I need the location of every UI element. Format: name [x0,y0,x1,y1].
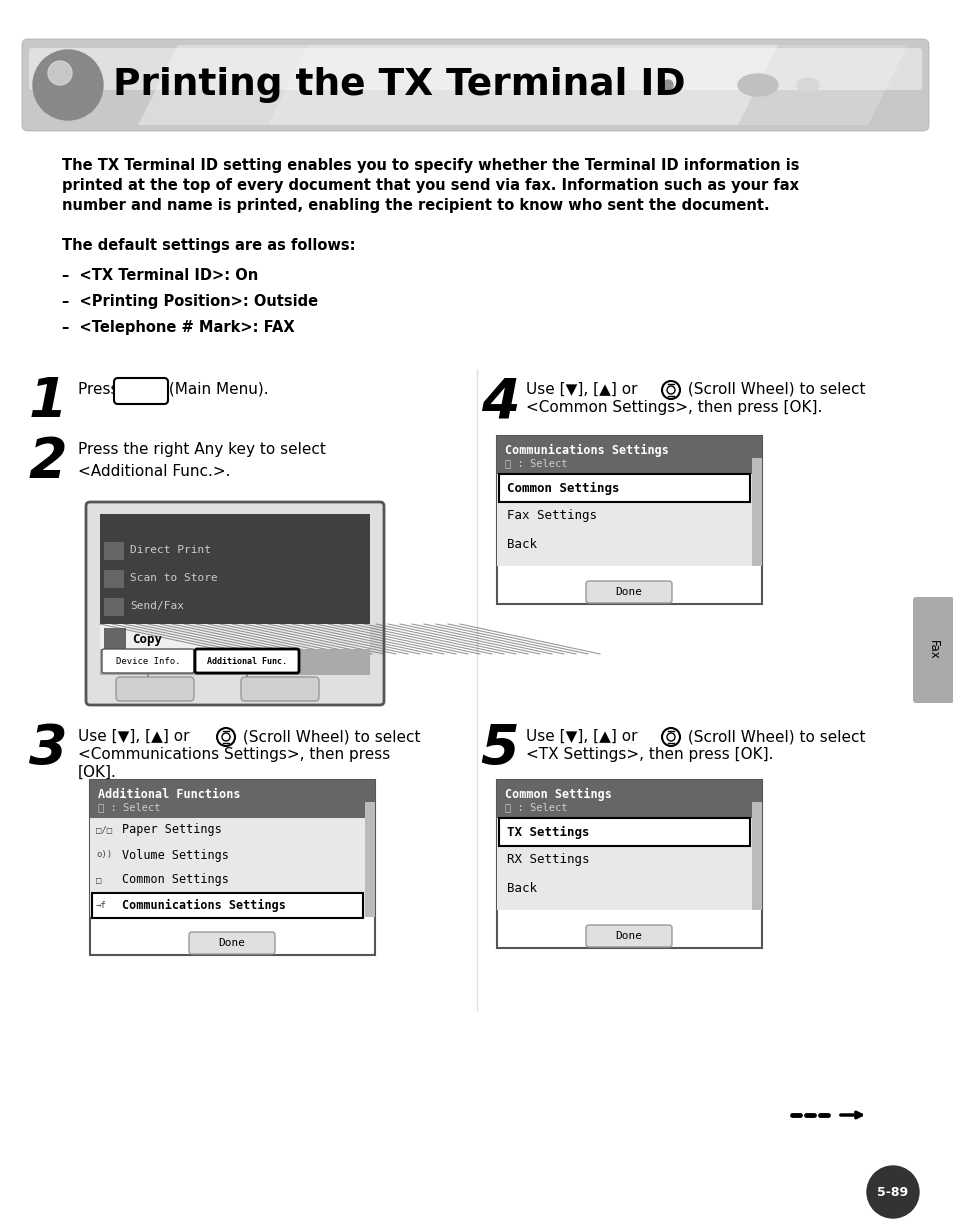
FancyBboxPatch shape [365,802,375,917]
Text: Direct Print: Direct Print [130,545,211,555]
Text: Additional Functions: Additional Functions [98,788,240,801]
FancyBboxPatch shape [116,677,193,701]
FancyBboxPatch shape [90,802,375,917]
Circle shape [33,50,103,120]
Text: 4: 4 [480,375,518,429]
FancyBboxPatch shape [751,802,761,910]
Text: (Main Menu).: (Main Menu). [164,382,269,398]
Text: printed at the top of every document that you send via fax. Information such as : printed at the top of every document tha… [62,178,799,193]
FancyBboxPatch shape [100,649,370,675]
Ellipse shape [738,74,778,96]
FancyBboxPatch shape [104,542,124,560]
Text: <Communications Settings>, then press: <Communications Settings>, then press [78,747,390,762]
FancyBboxPatch shape [91,893,363,918]
Text: 2: 2 [29,436,68,490]
Text: TX Settings: TX Settings [506,826,589,838]
Text: –  <Printing Position>: Outside: – <Printing Position>: Outside [62,294,317,309]
FancyBboxPatch shape [585,925,671,947]
FancyBboxPatch shape [585,582,671,602]
Text: Use [▼], [▲] or: Use [▼], [▲] or [78,729,194,744]
Text: Communications Settings: Communications Settings [504,444,668,458]
FancyBboxPatch shape [497,436,761,474]
Text: Press the right Any key to select
<Additional Func.>.: Press the right Any key to select <Addit… [78,442,326,480]
Text: 5-89: 5-89 [877,1185,907,1199]
Text: Additional Func.: Additional Func. [207,656,287,665]
Text: –  <Telephone # Mark>: FAX: – <Telephone # Mark>: FAX [62,320,294,335]
FancyBboxPatch shape [912,598,953,703]
Polygon shape [268,45,907,125]
FancyBboxPatch shape [90,780,375,818]
Text: Paper Settings: Paper Settings [122,823,221,837]
FancyBboxPatch shape [90,780,375,955]
Text: <Common Settings>, then press [OK].: <Common Settings>, then press [OK]. [525,400,821,415]
FancyBboxPatch shape [497,436,761,604]
Text: Copy: Copy [132,632,162,645]
Text: number and name is printed, enabling the recipient to know who sent the document: number and name is printed, enabling the… [62,198,769,213]
Text: Send/Fax: Send/Fax [130,601,184,611]
Text: Press: Press [78,382,123,398]
Text: Use [▼], [▲] or: Use [▼], [▲] or [525,382,641,398]
FancyBboxPatch shape [86,502,384,706]
FancyBboxPatch shape [497,458,761,566]
Text: Done: Done [615,931,641,941]
Circle shape [866,1166,918,1218]
Text: (Scroll Wheel) to select: (Scroll Wheel) to select [237,729,420,744]
Text: Done: Done [218,937,245,948]
Text: RX Settings: RX Settings [506,854,589,866]
Ellipse shape [796,79,818,92]
Text: Scan to Store: Scan to Store [130,573,217,583]
Text: □: □ [96,876,101,885]
FancyBboxPatch shape [497,780,761,948]
FancyBboxPatch shape [751,458,761,566]
Text: Common Settings: Common Settings [122,874,229,886]
FancyBboxPatch shape [241,677,318,701]
Text: Printing the TX Terminal ID: Printing the TX Terminal ID [112,67,685,103]
Text: (Scroll Wheel) to select: (Scroll Wheel) to select [682,729,864,744]
FancyBboxPatch shape [104,598,124,616]
FancyBboxPatch shape [100,625,370,654]
Text: Done: Done [615,587,641,598]
Circle shape [662,80,672,90]
Text: Common Settings: Common Settings [504,788,611,801]
Polygon shape [138,45,778,125]
FancyBboxPatch shape [22,39,928,131]
FancyBboxPatch shape [194,649,298,672]
Text: Communications Settings: Communications Settings [122,898,286,912]
Text: 3: 3 [29,721,68,775]
Text: [OK].: [OK]. [78,764,117,780]
Text: Device Info.: Device Info. [115,656,180,665]
Text: ⒪ : Select: ⒪ : Select [98,802,160,812]
Text: Common Settings: Common Settings [506,481,618,494]
FancyBboxPatch shape [189,933,274,955]
Text: Use [▼], [▲] or: Use [▼], [▲] or [525,729,641,744]
FancyBboxPatch shape [29,48,921,90]
Text: Fax Settings: Fax Settings [506,509,597,523]
Text: 1: 1 [29,375,68,429]
Text: 5: 5 [480,721,518,775]
Circle shape [48,61,71,85]
FancyBboxPatch shape [497,780,761,818]
FancyBboxPatch shape [104,571,124,588]
Text: Fax: Fax [925,640,939,660]
Text: o)): o)) [96,850,112,859]
Text: Volume Settings: Volume Settings [122,849,229,861]
FancyBboxPatch shape [104,628,126,650]
Text: →f: →f [96,901,107,909]
FancyBboxPatch shape [498,818,749,845]
Text: ⒪ : Select: ⒪ : Select [504,802,567,812]
FancyBboxPatch shape [497,802,761,910]
Text: The TX Terminal ID setting enables you to specify whether the Terminal ID inform: The TX Terminal ID setting enables you t… [62,158,799,173]
Text: Back: Back [506,881,537,894]
FancyBboxPatch shape [498,474,749,502]
FancyBboxPatch shape [102,649,193,672]
Text: –  <TX Terminal ID>: On: – <TX Terminal ID>: On [62,267,258,283]
Text: <TX Settings>, then press [OK].: <TX Settings>, then press [OK]. [525,747,773,762]
Text: (Scroll Wheel) to select: (Scroll Wheel) to select [682,382,864,398]
Text: The default settings are as follows:: The default settings are as follows: [62,238,355,253]
FancyBboxPatch shape [100,514,370,625]
Text: ⒪ : Select: ⒪ : Select [504,458,567,467]
Text: □/□: □/□ [96,826,112,834]
FancyBboxPatch shape [113,378,168,404]
Text: Back: Back [506,537,537,551]
